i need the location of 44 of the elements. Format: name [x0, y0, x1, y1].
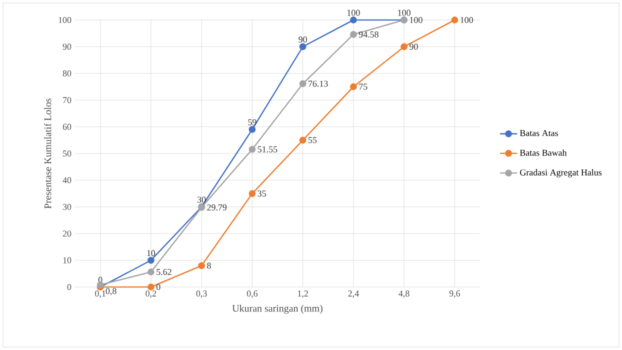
data-label: 8 — [207, 262, 211, 269]
y-tick-label: 70 — [63, 97, 72, 104]
x-axis-title: Ukuran saringan (mm) — [232, 304, 322, 314]
data-label: 100 — [347, 10, 360, 16]
y-tick-label: 20 — [62, 230, 72, 237]
data-label: 94.58 — [358, 31, 378, 38]
y-tick-label: 10 — [63, 257, 72, 264]
data-label: 100 — [410, 16, 422, 24]
data-label: 90 — [298, 36, 307, 43]
data-label: 35 — [258, 190, 266, 197]
x-tick-label: 9,6 — [449, 290, 460, 298]
x-tick-label: 0,3 — [196, 290, 207, 298]
y-tick-label: 100 — [58, 16, 72, 24]
data-label: 10 — [147, 250, 156, 256]
legend-label: Gradasi Agregat Halus — [520, 169, 602, 178]
y-tick-label: 0 — [67, 284, 72, 290]
x-tick-label: 0,1 — [95, 290, 106, 298]
data-label: 55 — [308, 137, 317, 144]
y-tick-label: 30 — [62, 204, 72, 210]
x-tick-label: 0,6 — [246, 290, 258, 298]
x-tick-label: 1,2 — [298, 290, 308, 298]
legend-label: Batas Bawah — [520, 149, 567, 156]
y-tick-label: 40 — [62, 177, 72, 184]
legend-label: Batas Atas — [520, 130, 558, 136]
data-label: 5.62 — [156, 268, 172, 276]
data-label: 100 — [398, 10, 410, 16]
data-label: 90 — [410, 44, 418, 50]
y-axis-title: Presentase Kumulatif Lolos — [44, 98, 52, 209]
y-tick-label: 90 — [62, 44, 72, 50]
y-tick-label: 80 — [62, 70, 72, 76]
data-label: 75 — [359, 84, 368, 90]
data-label: 29.79 — [207, 204, 227, 210]
y-tick-label: 60 — [62, 124, 72, 130]
data-label: 59 — [248, 119, 256, 126]
data-label: 30 — [198, 196, 206, 203]
x-tick-label: 0,2 — [146, 290, 156, 298]
data-label: 76.13 — [308, 80, 328, 87]
data-label: 100 — [460, 16, 473, 24]
data-label: 0,8 — [106, 288, 116, 296]
x-tick-label: 2,4 — [348, 290, 359, 298]
y-tick-label: 50 — [63, 150, 72, 157]
x-tick-label: 4,8 — [398, 290, 410, 298]
data-label: 0 — [156, 284, 160, 290]
data-label: 51.55 — [258, 146, 278, 152]
